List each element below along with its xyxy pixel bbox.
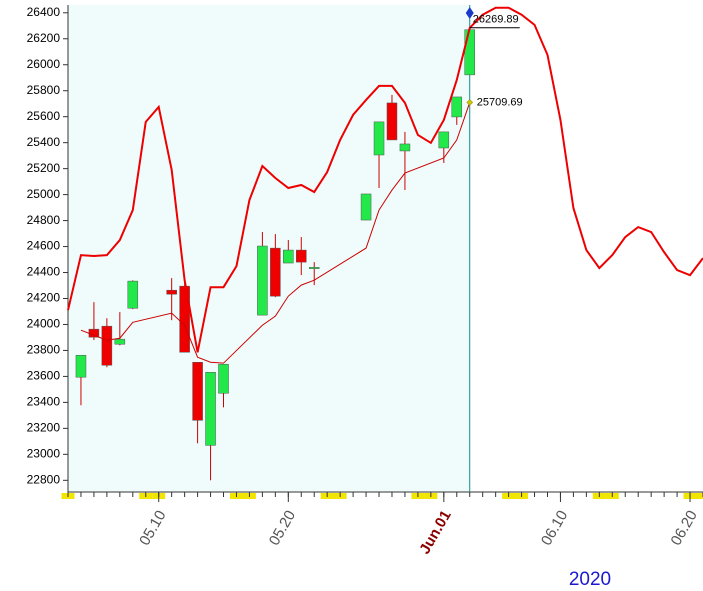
x-tick-label: 06.10 (538, 507, 571, 548)
marker-diamond (465, 7, 474, 19)
y-tick-label: 25000 (27, 187, 61, 201)
candle-body (192, 362, 203, 421)
candle-body (399, 143, 411, 152)
candle-body (296, 249, 307, 263)
marker-diamond (466, 99, 474, 106)
y-tick-label: 23600 (27, 369, 61, 383)
line-series (67, 6, 703, 353)
candle-body (114, 338, 126, 345)
year-label: 2020 (569, 569, 611, 590)
candle-body (373, 121, 385, 156)
candle-body (205, 372, 216, 446)
candle-body (101, 325, 113, 366)
annotation-label: 26269.89 (473, 14, 519, 26)
y-tick-label: 23000 (27, 447, 61, 461)
x-tick-label: 05.10 (136, 507, 169, 548)
y-tick-label: 23200 (27, 421, 61, 435)
y-tick-label: 24400 (27, 265, 61, 279)
x-tick-label: Jun.01 (416, 507, 454, 557)
candle-body (127, 280, 139, 309)
line-series (80, 102, 471, 364)
y-tick-label: 22800 (27, 472, 61, 486)
y-tick-label: 23400 (27, 395, 61, 409)
weekend-marker (696, 493, 703, 499)
y-tick-label: 25200 (27, 161, 61, 175)
y-tick-label: 25400 (27, 135, 61, 149)
y-tick-label: 24000 (27, 317, 61, 331)
y-tick-label: 25600 (27, 109, 61, 123)
candle-body (308, 267, 320, 269)
annotation-label: 25709.69 (477, 96, 523, 108)
y-tick-label: 24600 (27, 239, 61, 253)
candle-body (218, 363, 229, 394)
y-tick-label: 24800 (27, 213, 61, 227)
x-tick-label: 06.20 (667, 507, 700, 548)
candle-body (283, 249, 294, 264)
candle-body (179, 285, 190, 353)
y-tick-label: 26000 (27, 57, 61, 71)
candle-body (166, 289, 177, 295)
y-tick-label: 25800 (27, 83, 61, 97)
y-tick-label: 26200 (27, 31, 61, 45)
candle-body (451, 96, 463, 118)
candle-body (257, 245, 268, 316)
plot-background (68, 5, 470, 492)
y-tick-label: 24200 (27, 291, 61, 305)
candle-body (88, 328, 100, 338)
candle-body (438, 131, 450, 149)
candle-body (75, 355, 87, 378)
candle-body (386, 102, 398, 141)
y-tick-label: 23800 (27, 343, 61, 357)
x-tick-label: 05.20 (266, 507, 299, 548)
candle-body (360, 193, 372, 221)
y-tick-label: 26400 (27, 5, 61, 19)
candle-body (464, 29, 475, 76)
candle-body (270, 247, 281, 297)
